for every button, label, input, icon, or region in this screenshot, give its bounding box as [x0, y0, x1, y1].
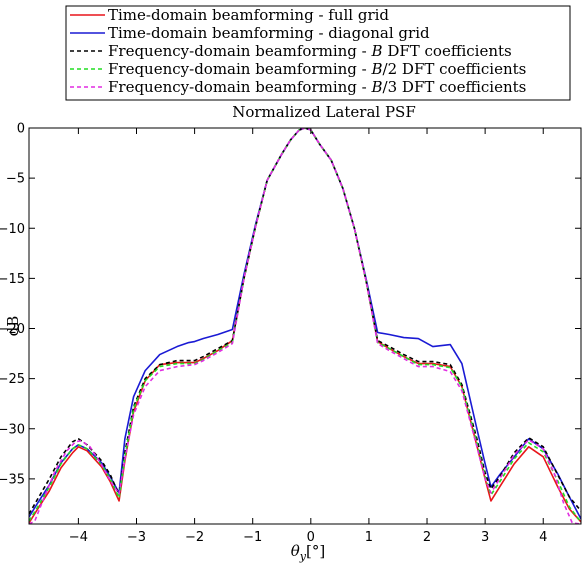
series-line-5 [29, 128, 581, 524]
legend-label-4: Frequency-domain beamforming - B/2 DFT c… [108, 60, 526, 78]
y-axis-label: dB [4, 316, 22, 337]
x-tick-label: −3 [127, 530, 146, 545]
legend: Time-domain beamforming - full gridTime-… [65, 5, 571, 101]
y-tick-label: −5 [6, 172, 25, 187]
legend-label-2: Time-domain beamforming - diagonal grid [108, 24, 430, 42]
x-tick-label: −4 [69, 530, 88, 545]
chart-title: Normalized Lateral PSF [232, 103, 416, 121]
series-layer [29, 128, 581, 524]
x-tick-label: −1 [243, 530, 262, 545]
x-tick-label: 1 [365, 530, 373, 545]
y-tick-label: 0 [17, 122, 25, 137]
ticks-layer: −4 −3 −2 −1 0 1 2 3 40−5−10−15−20−25−30−35 [0, 122, 581, 545]
x-tick-label: 2 [423, 530, 431, 545]
x-axis-label: θy[°] [291, 542, 325, 563]
x-tick-label: −2 [185, 530, 204, 545]
y-tick-label: −30 [0, 422, 25, 437]
y-tick-label: −10 [0, 222, 25, 237]
plot-area [29, 128, 581, 524]
legend-label-3: Frequency-domain beamforming - B DFT coe… [108, 42, 512, 60]
x-tick-label: 3 [481, 530, 489, 545]
y-tick-label: −35 [0, 472, 25, 487]
y-tick-label: −25 [0, 372, 25, 387]
x-tick-label: 0 [307, 530, 315, 545]
legend-label-5: Frequency-domain beamforming - B/3 DFT c… [108, 78, 526, 96]
legend-box [65, 5, 571, 101]
y-tick-label: −20 [0, 322, 25, 337]
plot-frame [28, 127, 582, 525]
legend-label-1: Time-domain beamforming - full grid [108, 6, 389, 24]
x-tick-label: 4 [539, 530, 547, 545]
y-tick-label: −15 [0, 272, 25, 287]
series-line-4 [29, 128, 581, 523]
